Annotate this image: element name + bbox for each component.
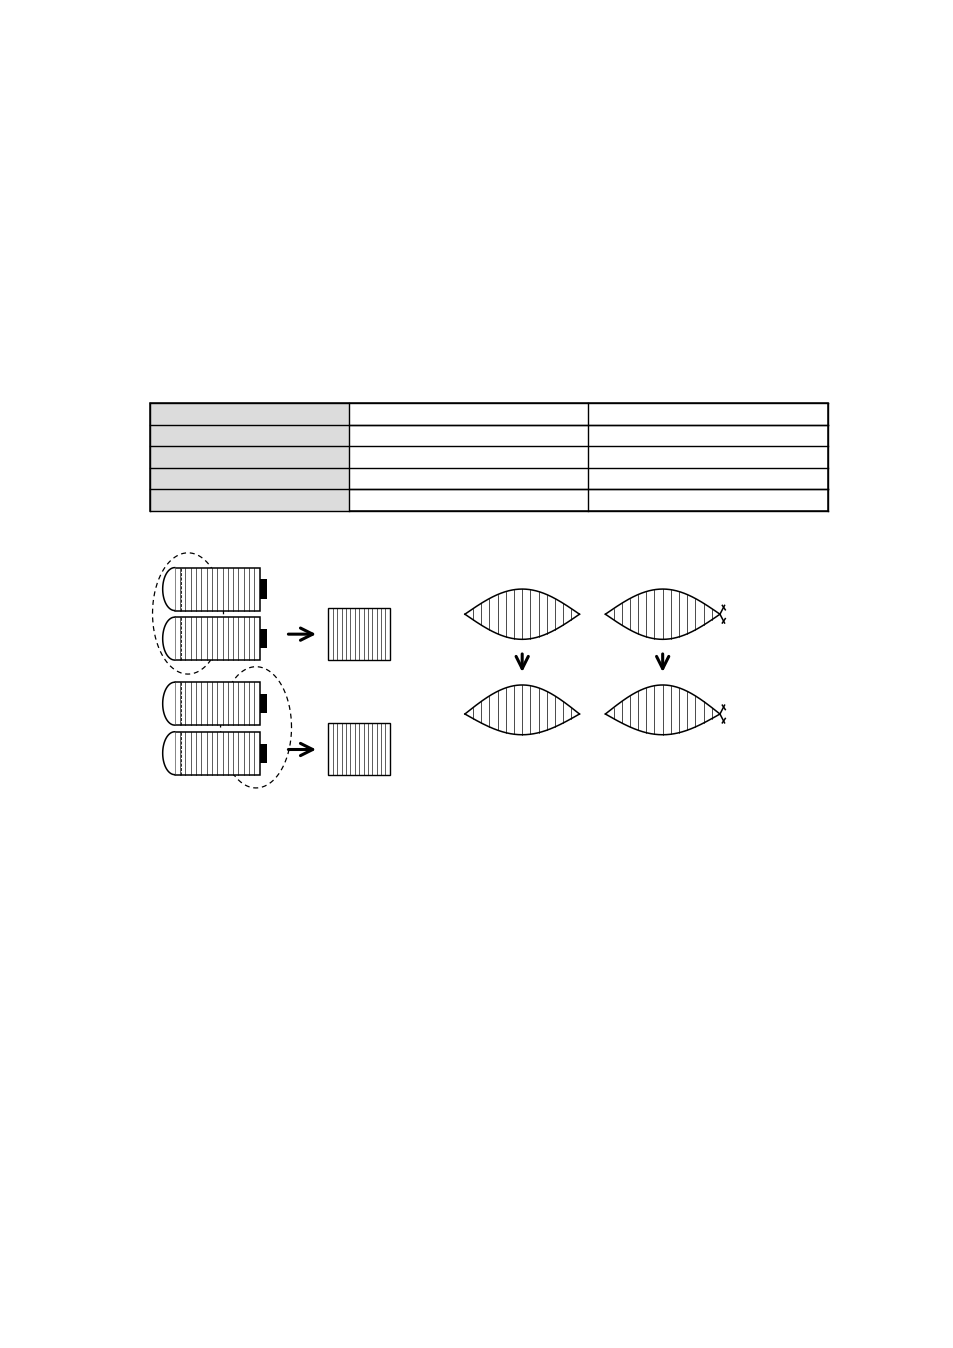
Bar <box>174 682 259 725</box>
Bar <box>328 608 390 661</box>
Bar <box>151 403 349 446</box>
Polygon shape <box>163 732 174 775</box>
Bar <box>174 568 259 611</box>
Bar <box>259 580 267 599</box>
Polygon shape <box>163 617 174 661</box>
Bar <box>151 446 349 468</box>
Bar <box>328 723 390 775</box>
Bar <box>259 744 267 763</box>
Bar <box>151 468 349 511</box>
Bar <box>259 630 267 648</box>
Bar <box>174 732 259 775</box>
Bar <box>174 617 259 661</box>
Polygon shape <box>163 568 174 611</box>
Bar <box>259 694 267 713</box>
Polygon shape <box>163 682 174 725</box>
Bar <box>151 403 826 511</box>
